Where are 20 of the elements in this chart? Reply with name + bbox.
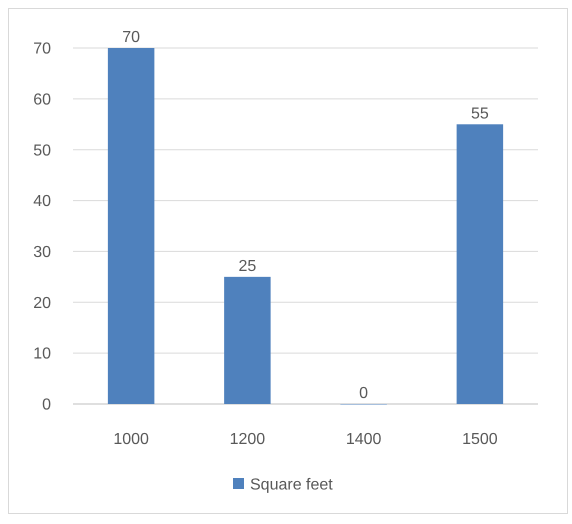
y-tick-label: 70 bbox=[33, 40, 52, 58]
y-tick-label: 60 bbox=[33, 91, 52, 108]
data-label: 55 bbox=[470, 105, 489, 122]
bar bbox=[224, 276, 271, 404]
y-tick-label: 10 bbox=[33, 346, 52, 363]
x-tick-label: 1000 bbox=[113, 431, 150, 448]
data-label: 0 bbox=[359, 385, 368, 402]
x-tick-label: 1400 bbox=[346, 431, 382, 448]
y-tick-label: 40 bbox=[33, 193, 52, 210]
y-tick-label: 20 bbox=[33, 294, 52, 312]
data-label: 70 bbox=[122, 29, 140, 46]
legend-label: Square feet bbox=[250, 476, 334, 494]
x-tick-label: 1200 bbox=[230, 431, 266, 448]
bar bbox=[456, 124, 504, 404]
y-tick-label: 0 bbox=[42, 396, 52, 414]
y-tick-label: 30 bbox=[33, 244, 52, 262]
y-tick-label: 50 bbox=[33, 142, 52, 160]
bar bbox=[108, 48, 154, 404]
data-label: 25 bbox=[238, 258, 256, 275]
x-tick-label: 1500 bbox=[462, 431, 498, 448]
